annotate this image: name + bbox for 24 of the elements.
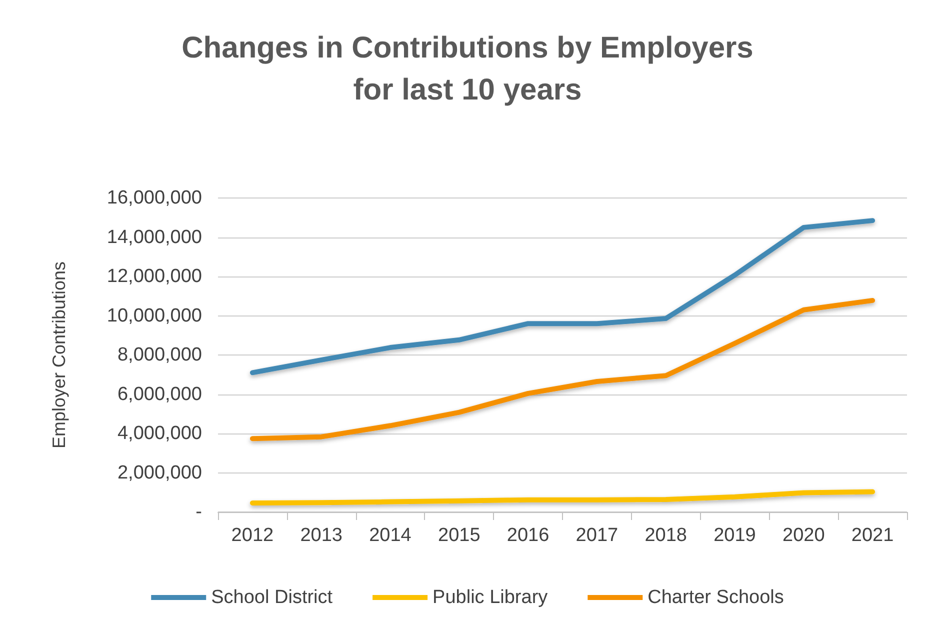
x-tick-label: 2021 <box>851 525 894 546</box>
y-axis-title: Employer Contributions <box>49 261 69 449</box>
y-tick-label: - <box>196 502 202 522</box>
y-tick-label: 12,000,000 <box>106 266 202 287</box>
chart-title: Changes in Contributions by Employers for last 10 years <box>182 32 754 106</box>
y-tick-label: 2,000,000 <box>117 462 202 484</box>
x-tick-label: 2020 <box>782 525 825 546</box>
x-tick-label: 2019 <box>714 525 756 546</box>
x-tick-label: 2014 <box>369 525 412 546</box>
x-tick-label: 2012 <box>231 525 274 546</box>
x-tick-label: 2016 <box>506 525 550 546</box>
x-tick-label: 2015 <box>438 525 480 546</box>
y-tick-label: 8,000,000 <box>117 344 202 366</box>
y-tick-label: 16,000,000 <box>106 188 202 208</box>
legend-label: Charter Schools <box>648 587 784 608</box>
y-tick-label: 6,000,000 <box>117 384 202 405</box>
x-tick-label: 2017 <box>576 525 618 546</box>
x-tick-label: 2018 <box>644 525 687 546</box>
y-tick-label: 14,000,000 <box>106 226 202 248</box>
legend-label: Public Library <box>432 587 548 608</box>
x-tick-label: 2013 <box>300 525 342 546</box>
y-tick-label: 10,000,000 <box>106 305 202 326</box>
y-tick-label: 4,000,000 <box>117 423 202 444</box>
legend-label: School District <box>211 587 334 608</box>
